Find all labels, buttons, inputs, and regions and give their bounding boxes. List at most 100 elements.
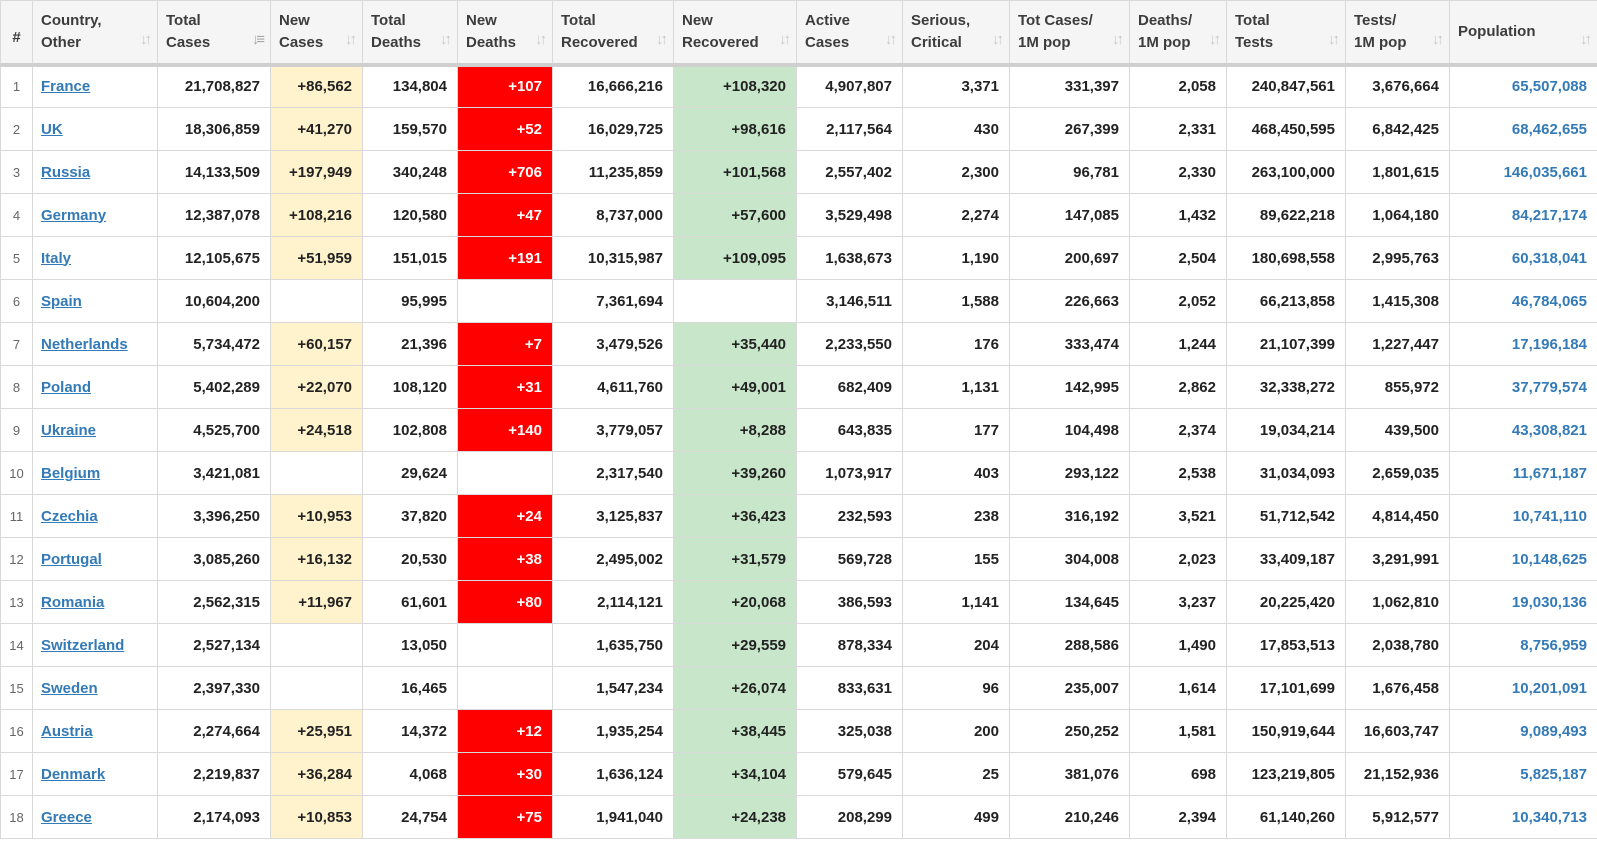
population-cell: 11,671,187 <box>1449 451 1597 495</box>
country-link[interactable]: Portugal <box>41 550 102 568</box>
total-deaths-cell: 29,624 <box>362 451 458 495</box>
new-recovered-cell: +34,104 <box>673 752 797 796</box>
total-recovered-cell: 3,479,526 <box>552 322 674 366</box>
sort-icon[interactable]: ↓↑ <box>992 30 1004 48</box>
deaths-per-1m-cell: 2,862 <box>1129 365 1227 409</box>
country-link[interactable]: Italy <box>41 249 72 267</box>
col-header-num[interactable]: # <box>0 0 33 67</box>
country-link[interactable]: UK <box>41 120 63 138</box>
total-tests-cell: 17,853,513 <box>1226 623 1346 667</box>
country-link[interactable]: Belgium <box>41 464 101 482</box>
col-header-total-cases[interactable]: Total Cases ↓≡ <box>157 0 271 67</box>
sort-icon[interactable]: ↓↑ <box>885 30 897 48</box>
country-link[interactable]: Russia <box>41 163 91 181</box>
sort-icon[interactable]: ↓↑ <box>140 30 152 48</box>
population-cell: 19,030,136 <box>1449 580 1597 624</box>
serious-critical-cell: 1,588 <box>902 279 1010 323</box>
new-deaths-cell <box>457 279 553 323</box>
country-link[interactable]: Germany <box>41 206 107 224</box>
serious-critical-cell: 238 <box>902 494 1010 538</box>
tot-cases-per-1m-cell: 293,122 <box>1009 451 1130 495</box>
total-deaths-cell: 13,050 <box>362 623 458 667</box>
row-index: 6 <box>0 279 33 323</box>
col-header-total-recovered[interactable]: Total Recovered ↓↑ <box>552 0 674 67</box>
sort-icon[interactable]: ↓↑ <box>1580 30 1592 48</box>
total-tests-cell: 240,847,561 <box>1226 64 1346 108</box>
col-header-label: Population <box>1458 22 1536 40</box>
new-recovered-cell: +39,260 <box>673 451 797 495</box>
total-tests-cell: 32,338,272 <box>1226 365 1346 409</box>
col-header-deaths-per-1m[interactable]: Deaths/ 1M pop ↓↑ <box>1129 0 1227 67</box>
country-cell: Greece <box>32 795 158 839</box>
tests-per-1m-cell: 855,972 <box>1345 365 1450 409</box>
col-header-new-recovered[interactable]: New Recovered ↓↑ <box>673 0 797 67</box>
sort-icon[interactable]: ↓↑ <box>1328 30 1340 48</box>
col-header-total-deaths[interactable]: Total Deaths ↓↑ <box>362 0 458 67</box>
col-header-tests-per-1m[interactable]: Tests/ 1M pop ↓↑ <box>1345 0 1450 67</box>
total-cases-cell: 2,174,093 <box>157 795 271 839</box>
table-row: 16 Austria 2,274,664 +25,951 14,372 +12 1,935,… <box>0 709 1597 753</box>
sort-icon[interactable]: ↓↑ <box>440 30 452 48</box>
sort-icon[interactable]: ↓↑ <box>535 30 547 48</box>
total-tests-cell: 66,213,858 <box>1226 279 1346 323</box>
country-link[interactable]: Czechia <box>41 507 98 525</box>
deaths-per-1m-cell: 1,244 <box>1129 322 1227 366</box>
country-link[interactable]: Ukraine <box>41 421 97 439</box>
population-cell: 17,196,184 <box>1449 322 1597 366</box>
col-header-active-cases[interactable]: Active Cases ↓↑ <box>796 0 903 67</box>
col-header-total-tests[interactable]: Total Tests ↓↑ <box>1226 0 1346 67</box>
sort-icon[interactable]: ↓↑ <box>1432 30 1444 48</box>
total-cases-cell: 21,708,827 <box>157 64 271 108</box>
col-header-serious-critical[interactable]: Serious, Critical ↓↑ <box>902 0 1010 67</box>
tot-cases-per-1m-cell: 235,007 <box>1009 666 1130 710</box>
new-deaths-cell: +75 <box>457 795 553 839</box>
tests-per-1m-cell: 1,062,810 <box>1345 580 1450 624</box>
tests-per-1m-cell: 1,676,458 <box>1345 666 1450 710</box>
country-link[interactable]: Switzerland <box>41 636 125 654</box>
country-link[interactable]: Netherlands <box>41 335 128 353</box>
col-header-country[interactable]: Country, Other ↓↑ <box>32 0 158 67</box>
table-row: 5 Italy 12,105,675 +51,959 151,015 +191 10,315… <box>0 236 1597 280</box>
col-header-tot-cases-per-1m[interactable]: Tot Cases/ 1M pop ↓↑ <box>1009 0 1130 67</box>
population-cell: 8,756,959 <box>1449 623 1597 667</box>
total-tests-cell: 150,919,644 <box>1226 709 1346 753</box>
sort-icon[interactable]: ↓↑ <box>1112 30 1124 48</box>
sort-icon[interactable]: ↓↑ <box>779 30 791 48</box>
country-link[interactable]: Poland <box>41 378 92 396</box>
new-recovered-cell: +20,068 <box>673 580 797 624</box>
col-header-population[interactable]: Population ↓↑ <box>1449 0 1597 67</box>
country-cell: Switzerland <box>32 623 158 667</box>
new-recovered-cell: +8,288 <box>673 408 797 452</box>
country-link[interactable]: Romania <box>41 593 105 611</box>
country-link[interactable]: Greece <box>41 808 92 826</box>
new-recovered-cell <box>673 279 797 323</box>
tot-cases-per-1m-cell: 142,995 <box>1009 365 1130 409</box>
sort-descending-icon[interactable]: ↓≡ <box>251 30 265 48</box>
col-header-new-deaths[interactable]: New Deaths ↓↑ <box>457 0 553 67</box>
total-cases-cell: 4,525,700 <box>157 408 271 452</box>
country-link[interactable]: Denmark <box>41 765 106 783</box>
country-cell: Portugal <box>32 537 158 581</box>
col-header-new-cases[interactable]: New Cases ↓↑ <box>270 0 363 67</box>
sort-icon[interactable]: ↓↑ <box>345 30 357 48</box>
total-cases-cell: 12,105,675 <box>157 236 271 280</box>
deaths-per-1m-cell: 2,374 <box>1129 408 1227 452</box>
table-row: 1 France 21,708,827 +86,562 134,804 +107 16,66… <box>0 64 1597 108</box>
sort-icon[interactable]: ↓↑ <box>656 30 668 48</box>
population-cell: 146,035,661 <box>1449 150 1597 194</box>
col-header-label: Country, <box>41 11 102 29</box>
country-link[interactable]: Sweden <box>41 679 98 697</box>
total-recovered-cell: 4,611,760 <box>552 365 674 409</box>
serious-critical-cell: 430 <box>902 107 1010 151</box>
new-deaths-cell: +7 <box>457 322 553 366</box>
country-link[interactable]: France <box>41 78 91 96</box>
row-index: 7 <box>0 322 33 366</box>
active-cases-cell: 2,557,402 <box>796 150 903 194</box>
sort-icon[interactable]: ↓↑ <box>1209 30 1221 48</box>
country-link[interactable]: Spain <box>41 292 82 310</box>
tests-per-1m-cell: 2,659,035 <box>1345 451 1450 495</box>
active-cases-cell: 1,073,917 <box>796 451 903 495</box>
population-cell: 10,340,713 <box>1449 795 1597 839</box>
country-link[interactable]: Austria <box>41 722 93 740</box>
total-deaths-cell: 24,754 <box>362 795 458 839</box>
